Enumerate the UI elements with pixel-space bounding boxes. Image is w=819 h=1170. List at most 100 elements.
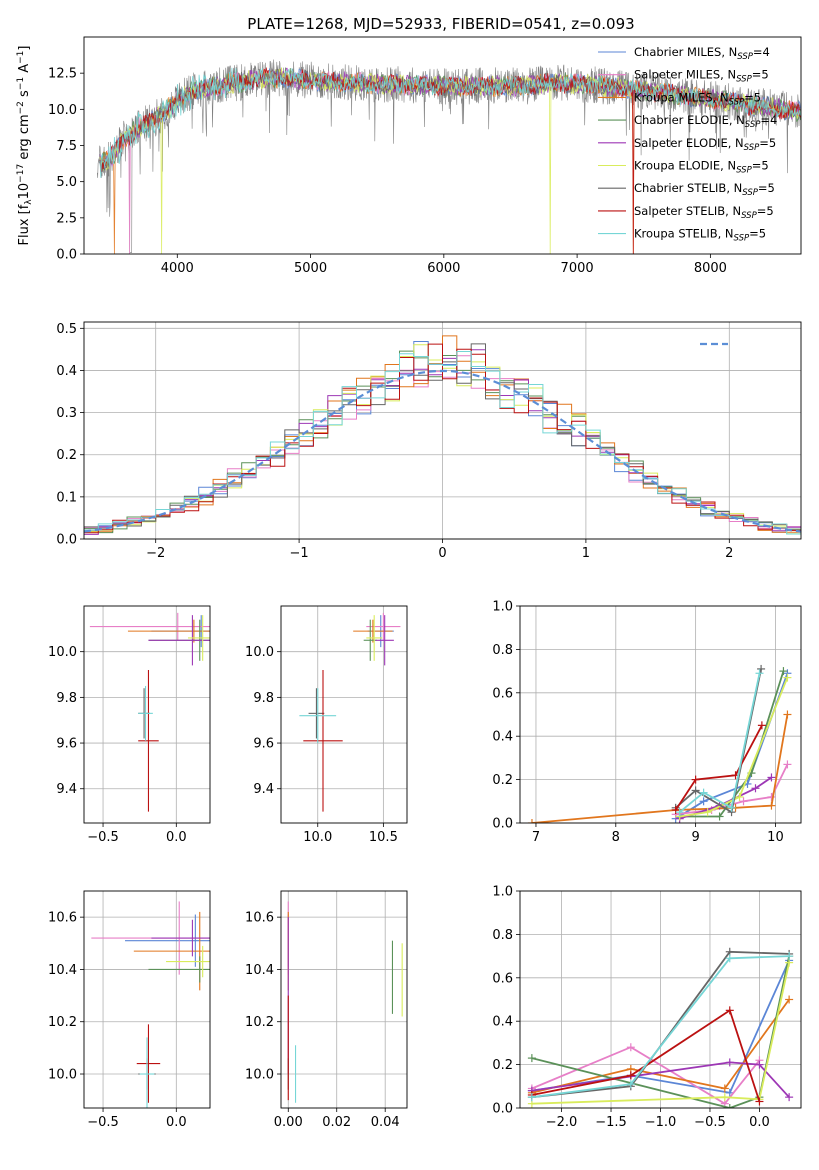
- y-tick-label: 0.2: [56, 448, 77, 463]
- legend-label-sub: SSP: [744, 143, 760, 153]
- weight-line-kroupa-stelib: [531, 955, 790, 1099]
- y-tick-label: 0.1: [56, 490, 77, 505]
- plot-area: [91, 901, 210, 1108]
- x-tick-label: −2: [146, 546, 165, 561]
- y-tick-label: 0.0: [56, 248, 77, 263]
- gaussian-reference-line: [84, 369, 801, 533]
- axes-frame: [519, 890, 802, 1109]
- chart-title: PLATE=1268, MJD=52933, FIBERID=0541, z=0…: [247, 15, 634, 33]
- y-axis-label-part: −17: [16, 164, 26, 183]
- x-tick-label: −1: [290, 546, 309, 561]
- legend-label: Chabrier MILES, NSSP=4: [634, 45, 770, 62]
- y-tick-label: 0.5: [56, 322, 77, 337]
- axes-frame: [280, 605, 408, 824]
- x-tick-label: 10: [767, 830, 784, 845]
- x-tick-label: −0.5: [87, 1115, 119, 1130]
- histogram-kroupa-stelib: [84, 351, 801, 535]
- legend-label: Chabrier ELODIE, NSSP=4: [634, 113, 777, 130]
- y-axis-label-part: 10: [17, 183, 32, 200]
- mass-vs-ebv-panel: 0.00 0.02 0.04 10.0 10.2 10.4 10.6: [245, 890, 408, 1130]
- weight-vs-metallicity-panel: −2.0 −1.5 −1.0 −0.5 0.0 0.0 0.2 0.4 0.6 0.8 1.0: [492, 885, 802, 1130]
- plot-area: [299, 612, 401, 812]
- legend-label: Salpeter STELIB, NSSP=5: [634, 204, 774, 221]
- y-tick-label: 10.4: [48, 963, 77, 978]
- x-tick-label: 2: [725, 546, 733, 561]
- x-tick-label: 0.0: [166, 830, 187, 845]
- y-tick-label: 5.0: [56, 175, 77, 190]
- y-axis-label-part: −2: [16, 101, 26, 114]
- y-axis-label-part: s: [17, 90, 32, 101]
- x-tick-label: 0.0: [749, 1115, 770, 1130]
- y-axis-label-part: λ: [24, 199, 34, 205]
- spectrum-panel: 4000 5000 6000 7000 8000 0.0 2.5 5.0 7.5 10.0 12.5…: [16, 36, 802, 276]
- y-tick-label: 0.0: [492, 1102, 513, 1117]
- x-tick-label: 1: [582, 546, 590, 561]
- x-tick-label: −0.5: [694, 1115, 726, 1130]
- legend-label-sub: SSP: [745, 120, 761, 130]
- y-tick-label: 9.4: [253, 782, 274, 797]
- legend-label-name: Salpeter ELODIE, N: [634, 136, 744, 150]
- legend-label-sub: SSP: [734, 234, 750, 244]
- y-tick-label: 10.0: [48, 645, 77, 660]
- x-tick-label: 0.04: [371, 1115, 400, 1130]
- plot-area: [527, 947, 794, 1108]
- legend-label-suffix: =5: [752, 159, 769, 173]
- axes-frame: [83, 605, 211, 824]
- y-tick-label: 0.8: [492, 928, 513, 943]
- y-tick-label: 10.2: [48, 1015, 77, 1030]
- weight-vs-age-panel: 7 8 9 10 0.0 0.2 0.4 0.6 0.8 1.0: [492, 600, 802, 845]
- y-tick-label: 9.6: [253, 737, 274, 752]
- y-tick-label: 9.8: [56, 691, 77, 706]
- plot-area: [287, 901, 403, 1103]
- y-tick-label: 10.0: [245, 1068, 274, 1083]
- legend-label-suffix: =5: [749, 227, 766, 241]
- legend-label: Salpeter ELODIE, NSSP=5: [634, 136, 776, 153]
- x-tick-label: 7: [532, 830, 540, 845]
- x-tick-label: 10.5: [369, 830, 398, 845]
- age-vs-metallicity-panel: −0.5 0.0 9.4 9.6 9.8 10.0: [48, 605, 211, 845]
- y-tick-label: 0.0: [56, 533, 77, 548]
- y-tick-label: 7.5: [56, 139, 77, 154]
- y-tick-label: 9.4: [56, 782, 77, 797]
- axes-frame: [83, 36, 802, 255]
- legend-label-sub: SSP: [736, 75, 752, 85]
- legend-label-name: Salpeter MILES, N: [634, 68, 736, 82]
- plot-area: [527, 664, 792, 823]
- x-tick-label: 0: [438, 546, 446, 561]
- y-tick-label: 10.4: [245, 963, 274, 978]
- legend-label-sub: SSP: [742, 188, 758, 198]
- axes-frame: [83, 321, 802, 540]
- weight-line-kroupa-stelib: [679, 673, 761, 813]
- x-tick-label: 0.00: [274, 1115, 303, 1130]
- plot-area: [89, 612, 210, 812]
- x-tick-label: 7000: [561, 261, 594, 276]
- x-tick-label: −2.0: [546, 1115, 578, 1130]
- residuals-panel: −2 −1 0 1 2 0.0 0.1 0.2 0.3 0.4 0.5: [56, 321, 802, 561]
- y-tick-label: 10.0: [48, 103, 77, 118]
- y-tick-label: 0.6: [492, 686, 513, 701]
- x-tick-label: 9: [691, 830, 699, 845]
- legend-label-name: Kroupa MILES, N: [634, 90, 729, 104]
- y-tick-label: 0.6: [492, 971, 513, 986]
- x-tick-label: 0.02: [322, 1115, 351, 1130]
- axes-frame: [280, 890, 408, 1109]
- y-tick-label: 0.4: [492, 1015, 513, 1030]
- legend-label-sub: SSP: [736, 166, 752, 176]
- legend-label-suffix: =5: [744, 90, 761, 104]
- model-spectrum-kroupa-stelib: [99, 67, 801, 178]
- y-axis-label-part: −1: [16, 77, 26, 90]
- legend-label-sub: SSP: [741, 211, 757, 221]
- weight-line-salpeter-stelib: [531, 1008, 761, 1102]
- legend-label-suffix: =5: [758, 181, 775, 195]
- weight-line-salpeter-stelib: [674, 724, 763, 811]
- legend-label-suffix: =5: [759, 136, 776, 150]
- weight-line-salpeter-miles: [531, 1046, 761, 1105]
- y-tick-label: 0.4: [56, 364, 77, 379]
- weight-line-chabrier-stelib: [531, 950, 790, 1099]
- histogram-salpeter-stelib: [84, 343, 801, 534]
- x-tick-label: 10.0: [303, 830, 332, 845]
- y-axis-label-part: A: [17, 64, 32, 77]
- y-tick-label: 10.6: [48, 911, 77, 926]
- x-tick-label: −0.5: [87, 830, 119, 845]
